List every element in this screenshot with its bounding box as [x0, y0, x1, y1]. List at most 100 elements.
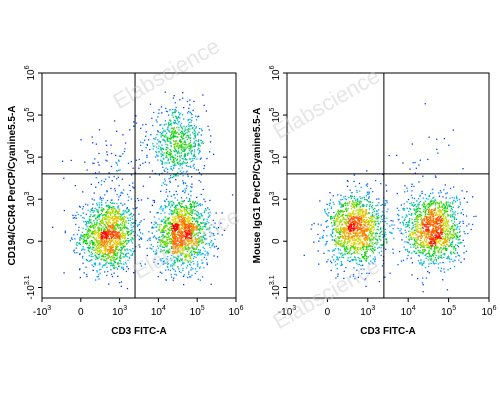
data-point — [98, 264, 100, 266]
data-point — [170, 168, 173, 170]
data-point — [416, 215, 418, 217]
data-point — [169, 241, 171, 243]
data-point — [155, 253, 157, 255]
data-point — [457, 212, 459, 215]
data-point — [169, 154, 171, 156]
data-point — [359, 257, 361, 260]
data-point — [104, 234, 107, 236]
data-point — [80, 215, 82, 217]
data-point — [352, 275, 355, 277]
data-point — [93, 192, 95, 194]
data-point — [342, 213, 345, 216]
data-point — [193, 145, 195, 147]
data-point — [162, 127, 164, 129]
data-point — [197, 169, 200, 171]
data-point — [443, 212, 445, 215]
data-point — [205, 209, 207, 211]
data-point — [115, 224, 117, 226]
data-point — [178, 168, 180, 170]
data-point — [409, 243, 411, 245]
data-point — [79, 252, 81, 255]
data-point — [194, 272, 196, 275]
data-point — [199, 251, 201, 253]
data-point — [189, 225, 191, 227]
data-point — [178, 241, 181, 243]
data-point — [369, 201, 371, 203]
data-point — [370, 215, 372, 217]
data-point — [105, 258, 107, 260]
data-point — [185, 233, 187, 235]
data-point — [337, 218, 339, 220]
data-point — [103, 236, 106, 238]
data-point — [161, 239, 163, 241]
data-point — [447, 269, 449, 271]
data-point — [193, 138, 195, 140]
data-point — [162, 257, 164, 260]
data-point — [97, 232, 99, 234]
data-point — [370, 232, 372, 235]
data-point — [110, 237, 112, 239]
data-point — [173, 112, 175, 114]
data-point — [344, 240, 346, 242]
data-point — [187, 217, 189, 219]
data-point — [182, 183, 185, 185]
data-point — [178, 256, 180, 258]
data-point — [197, 153, 200, 155]
data-point — [122, 218, 124, 220]
data-point — [365, 285, 367, 287]
data-point — [72, 214, 74, 217]
data-point — [450, 236, 452, 239]
data-point — [164, 243, 166, 245]
data-point — [355, 204, 357, 207]
data-point — [190, 261, 192, 264]
data-point — [173, 226, 175, 228]
data-point — [107, 237, 109, 239]
data-point — [340, 206, 342, 208]
data-point — [164, 183, 166, 185]
data-point — [108, 262, 110, 265]
data-point — [165, 230, 167, 232]
data-point — [335, 277, 337, 279]
data-point — [200, 193, 202, 196]
data-point — [114, 208, 116, 210]
data-point — [190, 232, 192, 234]
data-point — [414, 242, 416, 244]
data-point — [108, 249, 110, 251]
data-point — [164, 141, 166, 143]
data-point — [340, 243, 342, 245]
data-point — [132, 214, 135, 216]
data-point — [353, 246, 355, 249]
data-point — [340, 253, 342, 255]
data-point — [116, 130, 118, 132]
data-point — [345, 248, 348, 250]
data-point — [431, 258, 433, 260]
data-point — [121, 217, 123, 220]
data-point — [82, 206, 85, 208]
data-point — [122, 212, 124, 214]
data-point — [414, 212, 416, 215]
plot-left: -103 0 103 104 105 106-103.10103104105106CD3 … — [7, 65, 244, 337]
data-point — [431, 188, 433, 191]
data-point — [414, 240, 416, 242]
data-point — [170, 238, 173, 240]
data-point — [112, 238, 114, 240]
data-point — [109, 225, 111, 227]
data-point — [190, 121, 192, 123]
data-point — [164, 230, 166, 232]
data-point — [199, 158, 201, 160]
data-point — [437, 250, 439, 253]
data-point — [142, 162, 144, 164]
data-point — [161, 172, 163, 174]
data-point — [78, 226, 80, 228]
data-point — [204, 223, 206, 225]
data-point — [176, 259, 179, 261]
data-point — [359, 201, 361, 203]
data-point — [346, 185, 349, 187]
data-point — [418, 216, 420, 218]
data-point — [354, 199, 356, 201]
data-point — [174, 110, 176, 112]
data-point — [109, 216, 111, 219]
data-point — [103, 241, 105, 243]
data-point — [94, 223, 96, 226]
data-point — [169, 123, 171, 125]
